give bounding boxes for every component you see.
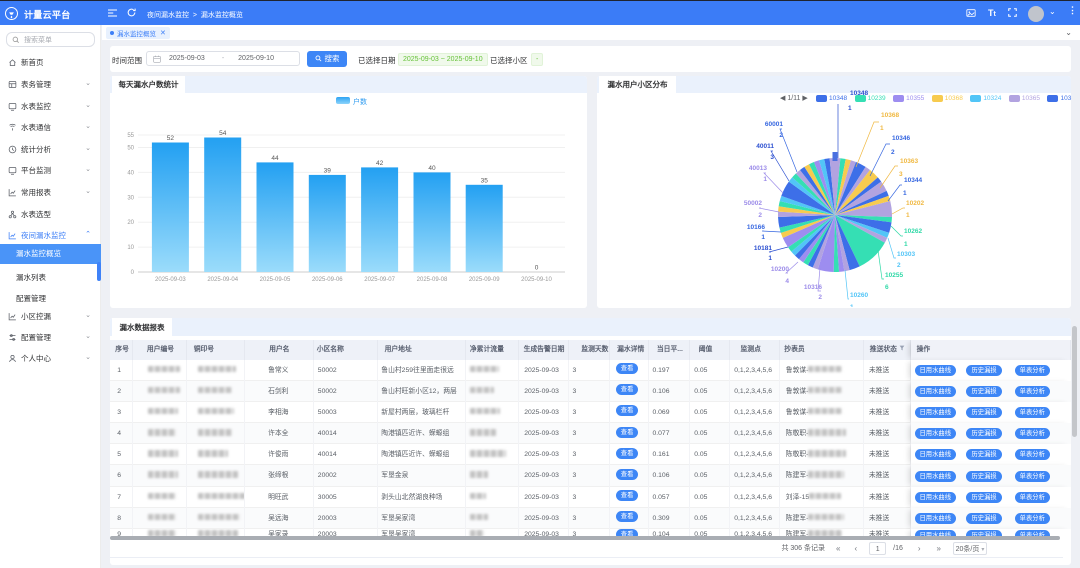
svg-text:10255: 10255	[885, 272, 903, 279]
svg-text:10344: 10344	[904, 177, 922, 184]
svg-text:2: 2	[818, 294, 822, 301]
svg-text:0: 0	[535, 265, 539, 272]
svg-text:10260: 10260	[850, 292, 868, 299]
svg-text:1: 1	[848, 105, 852, 112]
svg-text:10202: 10202	[906, 200, 924, 207]
svg-text:10316: 10316	[804, 284, 822, 291]
svg-text:10262: 10262	[904, 228, 922, 235]
svg-text:55: 55	[127, 133, 134, 139]
svg-text:40: 40	[428, 165, 436, 172]
svg-text:52: 52	[167, 135, 175, 142]
svg-text:1: 1	[763, 176, 767, 183]
svg-text:10346: 10346	[892, 135, 910, 142]
svg-text:50: 50	[127, 146, 134, 152]
svg-text:4: 4	[785, 278, 789, 285]
svg-text:2: 2	[891, 149, 895, 156]
svg-text:40: 40	[127, 170, 134, 176]
svg-text:2025-09-09: 2025-09-09	[469, 277, 500, 283]
svg-text:10348: 10348	[850, 90, 868, 97]
svg-text:2025-09-08: 2025-09-08	[417, 277, 448, 283]
svg-text:40013: 40013	[749, 165, 767, 172]
svg-text:10200: 10200	[771, 266, 789, 273]
svg-text:1: 1	[850, 304, 854, 307]
svg-text:2025-09-05: 2025-09-05	[260, 277, 291, 283]
svg-text:1: 1	[880, 125, 884, 132]
svg-text:1: 1	[903, 190, 907, 197]
svg-text:10181: 10181	[754, 245, 772, 252]
svg-text:0: 0	[131, 270, 135, 276]
svg-text:50002: 50002	[744, 200, 762, 207]
svg-text:20: 20	[127, 220, 134, 226]
svg-text:10166: 10166	[747, 224, 765, 231]
svg-text:1: 1	[761, 234, 765, 241]
svg-text:10363: 10363	[900, 158, 918, 165]
svg-text:2: 2	[758, 212, 762, 219]
svg-text:60001: 60001	[765, 121, 783, 128]
svg-text:2: 2	[779, 132, 783, 139]
svg-text:39: 39	[324, 167, 332, 174]
svg-text:10368: 10368	[881, 112, 899, 119]
svg-text:10303: 10303	[897, 251, 915, 258]
svg-text:10: 10	[127, 245, 134, 251]
svg-text:30: 30	[127, 195, 134, 201]
svg-text:1: 1	[904, 241, 908, 248]
svg-text:6: 6	[885, 284, 889, 291]
svg-text:54: 54	[219, 130, 227, 137]
svg-text:42: 42	[376, 160, 384, 167]
svg-text:2: 2	[897, 262, 901, 269]
svg-text:2025-09-03: 2025-09-03	[155, 277, 186, 283]
svg-text:1: 1	[768, 255, 772, 262]
svg-text:2025-09-10: 2025-09-10	[521, 277, 552, 283]
svg-text:3: 3	[770, 154, 774, 161]
svg-text:44: 44	[271, 155, 279, 162]
svg-text:2025-09-07: 2025-09-07	[364, 277, 395, 283]
svg-text:2025-09-04: 2025-09-04	[207, 277, 238, 283]
svg-text:35: 35	[481, 177, 489, 184]
svg-text:1: 1	[906, 212, 910, 219]
svg-text:40011: 40011	[756, 143, 774, 150]
svg-text:3: 3	[899, 171, 903, 178]
svg-text:2025-09-06: 2025-09-06	[312, 277, 343, 283]
